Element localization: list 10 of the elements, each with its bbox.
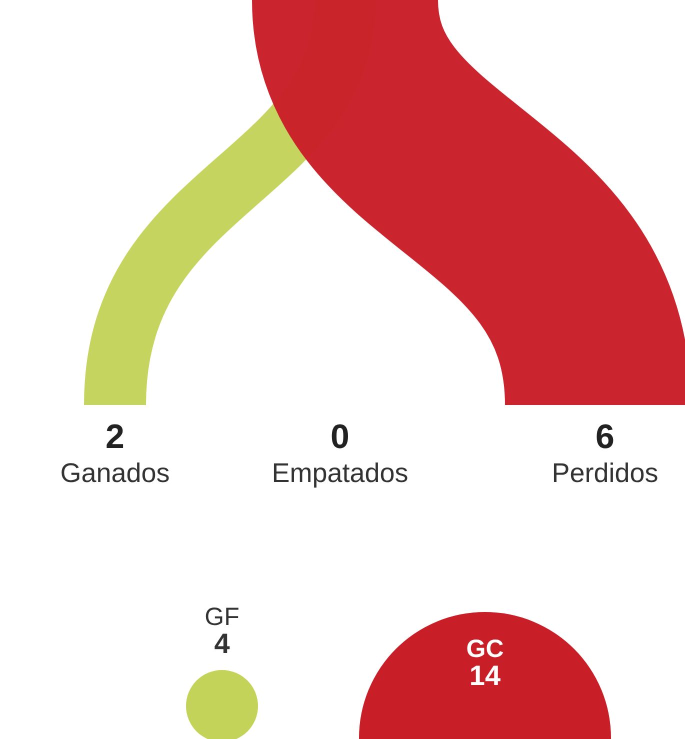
category-label: Ganados bbox=[60, 458, 170, 488]
data-label: 14 bbox=[469, 660, 501, 691]
data-label: 6 bbox=[596, 418, 614, 456]
category-label: Empatados bbox=[272, 458, 408, 488]
data-label: 0 bbox=[330, 418, 350, 456]
category-label: Perdidos bbox=[552, 458, 658, 488]
data-label: 2 bbox=[106, 418, 124, 456]
category-label: GF bbox=[204, 603, 240, 631]
data-label: 4 bbox=[214, 628, 230, 659]
category-label: GC bbox=[466, 635, 504, 663]
